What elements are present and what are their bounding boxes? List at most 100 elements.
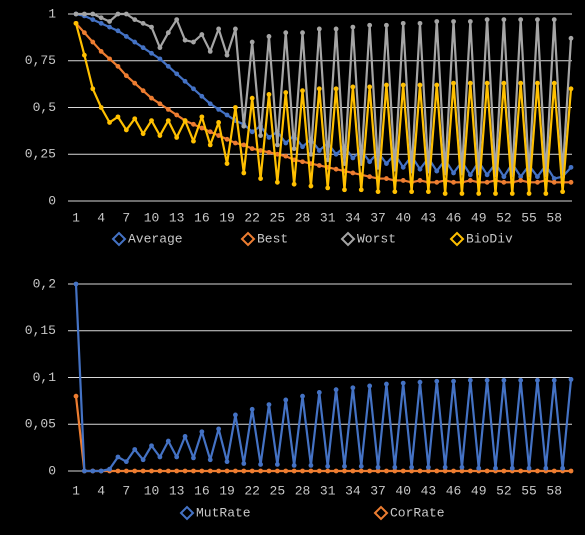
point-marker — [174, 468, 180, 474]
point-marker — [467, 468, 473, 474]
point-marker — [300, 30, 305, 36]
point-marker — [409, 468, 414, 474]
point-marker — [157, 454, 163, 460]
point-marker — [73, 393, 79, 399]
legend-marker — [340, 231, 356, 247]
point-marker — [568, 376, 574, 382]
point-marker — [140, 45, 146, 51]
point-marker — [174, 454, 180, 460]
point-marker — [350, 170, 356, 176]
point-marker — [191, 86, 196, 92]
point-marker — [358, 468, 364, 474]
point-marker — [535, 377, 540, 383]
point-marker — [308, 151, 314, 157]
point-marker — [467, 80, 473, 86]
point-marker — [467, 377, 473, 383]
x-tick-label: 55 — [521, 483, 537, 498]
point-marker — [459, 464, 465, 470]
point-marker — [90, 17, 96, 23]
point-marker — [434, 19, 440, 24]
point-marker — [191, 455, 196, 461]
point-marker — [316, 86, 322, 92]
point-marker — [140, 88, 146, 94]
point-marker — [484, 179, 490, 185]
point-marker — [333, 151, 339, 157]
point-marker — [333, 468, 339, 474]
point-marker — [442, 468, 448, 474]
point-marker — [90, 86, 96, 92]
x-tick-label: 28 — [295, 483, 311, 498]
point-marker — [165, 118, 171, 123]
x-tick-label: 1 — [72, 210, 80, 225]
x-tick-label: 58 — [546, 483, 562, 498]
point-marker — [300, 159, 305, 165]
legend-marker — [373, 505, 389, 521]
point-marker — [384, 22, 389, 28]
point-marker — [484, 377, 490, 383]
point-marker — [451, 170, 456, 176]
point-marker — [182, 37, 188, 43]
x-tick-label: 55 — [521, 210, 537, 225]
point-marker — [73, 20, 79, 26]
point-marker — [132, 39, 138, 45]
point-marker — [384, 161, 389, 167]
point-marker — [157, 45, 163, 51]
point-marker — [165, 106, 171, 112]
legend-label: BioDiv — [466, 231, 513, 246]
point-marker — [333, 86, 339, 92]
point-marker — [501, 174, 507, 180]
point-marker — [132, 116, 138, 122]
x-tick-label: 25 — [270, 483, 286, 498]
point-marker — [81, 11, 87, 17]
point-marker — [90, 39, 96, 45]
point-marker — [123, 459, 129, 465]
x-tick-label: 31 — [320, 483, 336, 498]
point-marker — [115, 114, 121, 120]
x-tick-label: 19 — [219, 483, 235, 498]
point-marker — [132, 468, 138, 474]
point-marker — [165, 468, 171, 474]
point-marker — [216, 106, 222, 112]
x-tick-label: 43 — [421, 483, 437, 498]
point-marker — [249, 146, 255, 152]
point-marker — [451, 19, 456, 24]
x-tick-label: 46 — [446, 483, 462, 498]
point-marker — [325, 463, 331, 469]
point-marker — [476, 465, 482, 471]
point-marker — [115, 11, 121, 17]
point-marker — [308, 183, 314, 189]
point-marker — [543, 465, 549, 471]
point-marker — [358, 187, 364, 193]
point-marker — [509, 465, 515, 471]
point-marker — [501, 179, 507, 185]
point-marker — [249, 129, 255, 135]
point-marker — [199, 468, 205, 474]
point-marker — [384, 468, 389, 474]
x-tick-label: 10 — [144, 483, 160, 498]
point-marker — [493, 465, 498, 471]
y-tick-label: 0,25 — [25, 147, 56, 162]
legend-label: Worst — [357, 231, 396, 246]
point-marker — [174, 17, 180, 23]
point-marker — [216, 120, 222, 125]
x-tick-label: 58 — [546, 210, 562, 225]
point-marker — [207, 468, 213, 474]
point-marker — [367, 174, 373, 180]
x-tick-label: 16 — [194, 483, 210, 498]
point-marker — [241, 142, 247, 148]
point-marker — [308, 462, 314, 468]
point-marker — [325, 185, 331, 191]
x-tick-label: 7 — [122, 483, 130, 498]
point-marker — [157, 133, 163, 138]
point-marker — [291, 462, 297, 468]
x-tick-label: 37 — [370, 483, 386, 498]
point-marker — [434, 82, 440, 88]
point-marker — [224, 468, 230, 474]
point-marker — [207, 49, 213, 54]
x-tick-label: 52 — [496, 483, 512, 498]
x-tick-label: 4 — [97, 483, 105, 498]
point-marker — [392, 189, 398, 195]
point-marker — [551, 17, 557, 23]
point-marker — [501, 377, 507, 383]
legend-label: MutRate — [196, 505, 251, 520]
